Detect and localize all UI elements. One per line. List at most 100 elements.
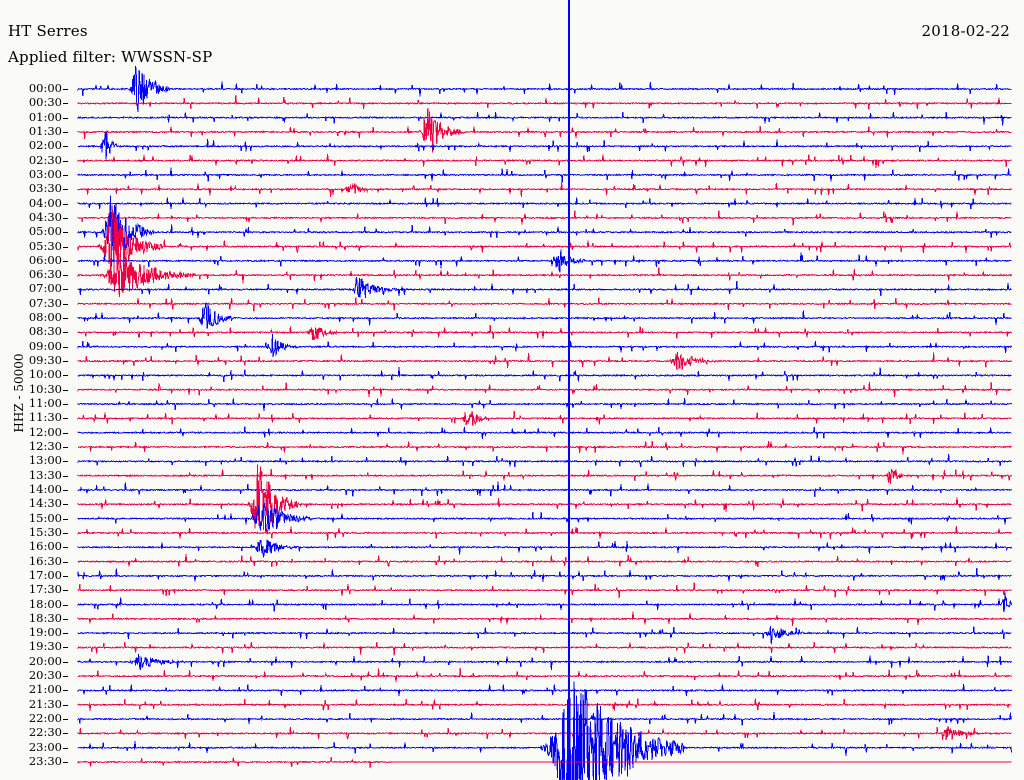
row-time-label: 06:30 — [28, 267, 62, 282]
row-time-label: 20:00 — [28, 653, 62, 668]
row-tick — [63, 275, 68, 277]
row-time-label: 03:30 — [28, 181, 62, 196]
page-title: HT Serres — [8, 22, 88, 40]
time-marker-line — [568, 0, 570, 780]
row-tick — [63, 418, 68, 420]
row-tick — [63, 246, 68, 248]
trace-row — [77, 130, 1012, 160]
row-tick — [63, 475, 68, 477]
row-time-label: 04:30 — [28, 209, 62, 224]
row-tick — [63, 217, 68, 219]
trace-row — [77, 653, 1012, 670]
row-tick — [63, 103, 68, 105]
row-tick — [63, 189, 68, 191]
trace-row — [77, 611, 1012, 627]
row-time-label: 11:30 — [28, 410, 62, 425]
row-time-label: 13:30 — [28, 467, 62, 482]
trace-row — [77, 553, 1012, 567]
row-time-label: 06:00 — [28, 252, 62, 267]
trace-row — [77, 197, 1012, 210]
trace-row — [77, 182, 1012, 197]
row-time-label: 16:30 — [28, 553, 62, 568]
row-tick — [63, 575, 68, 577]
row-tick — [63, 618, 68, 620]
row-time-label: 21:30 — [28, 696, 62, 711]
trace-row — [77, 453, 1012, 468]
row-time-label: 14:30 — [28, 496, 62, 511]
row-tick — [63, 733, 68, 735]
trace-row — [77, 167, 1012, 183]
trace-row — [77, 592, 1013, 612]
trace-row — [77, 681, 1013, 780]
applied-filter-label: Applied filter: WWSSN-SP — [8, 48, 213, 66]
row-time-label: 07:30 — [28, 295, 62, 310]
trace-row — [77, 426, 1012, 439]
row-time-label: 00:00 — [28, 81, 62, 95]
row-tick — [63, 361, 68, 363]
row-time-label: 05:30 — [28, 238, 62, 253]
date-label: 2018-02-22 — [921, 22, 1010, 40]
row-time-label: 14:00 — [28, 481, 62, 496]
row-time-label: 21:00 — [28, 682, 62, 697]
row-time-label: 19:30 — [28, 639, 62, 654]
row-time-label: 03:00 — [28, 166, 62, 181]
row-tick — [63, 332, 68, 334]
row-tick — [63, 404, 68, 406]
trace-row — [77, 253, 1013, 298]
trace-row — [77, 276, 1012, 298]
row-tick — [63, 303, 68, 305]
row-tick — [63, 461, 68, 463]
trace-row — [77, 539, 1013, 558]
trace-row — [77, 195, 1012, 267]
row-time-label: 15:00 — [28, 510, 62, 525]
row-tick — [63, 146, 68, 148]
row-tick — [63, 318, 68, 320]
row-time-label: 09:00 — [28, 338, 62, 353]
trace-row — [77, 712, 1012, 726]
row-time-label: 04:00 — [28, 195, 62, 210]
trace-row — [77, 582, 1012, 598]
trace-row — [77, 334, 1013, 358]
trace-row — [77, 367, 1012, 382]
row-time-label: 02:00 — [28, 138, 62, 153]
row-time-label: 08:30 — [28, 324, 62, 339]
row-tick — [63, 518, 68, 520]
row-tick — [63, 690, 68, 692]
row-tick — [63, 260, 68, 262]
trace-row — [77, 297, 1012, 312]
row-tick — [63, 160, 68, 162]
row-time-label: 05:00 — [28, 224, 62, 239]
row-tick — [63, 604, 68, 606]
row-time-label: 11:00 — [28, 396, 62, 411]
row-time-label: 16:00 — [28, 539, 62, 554]
row-tick — [63, 346, 68, 348]
row-tick — [63, 432, 68, 434]
row-time-label: 20:30 — [28, 668, 62, 683]
row-tick — [63, 661, 68, 663]
row-time-label: 10:00 — [28, 367, 62, 382]
row-time-label: 23:30 — [28, 754, 62, 769]
row-tick — [63, 504, 68, 506]
trace-row — [77, 525, 1013, 541]
row-tick — [63, 89, 68, 90]
row-tick — [63, 719, 68, 721]
row-time-label: 17:30 — [28, 582, 62, 597]
row-time-label: 10:30 — [28, 381, 62, 396]
trace-row — [77, 440, 1012, 455]
row-tick — [63, 590, 68, 592]
row-time-label: 12:00 — [28, 424, 62, 439]
row-tick — [63, 489, 68, 491]
row-time-label: 15:30 — [28, 524, 62, 539]
trace-row — [77, 107, 1012, 153]
row-time-label: 22:00 — [28, 711, 62, 726]
trace-row — [77, 410, 1012, 426]
row-time-label: 22:30 — [28, 725, 62, 740]
row-tick — [63, 704, 68, 706]
trace-row — [77, 757, 1012, 768]
row-time-label: 00:30 — [28, 95, 62, 110]
trace-row — [77, 641, 1012, 656]
row-tick — [63, 561, 68, 563]
trace-row — [77, 502, 1012, 533]
